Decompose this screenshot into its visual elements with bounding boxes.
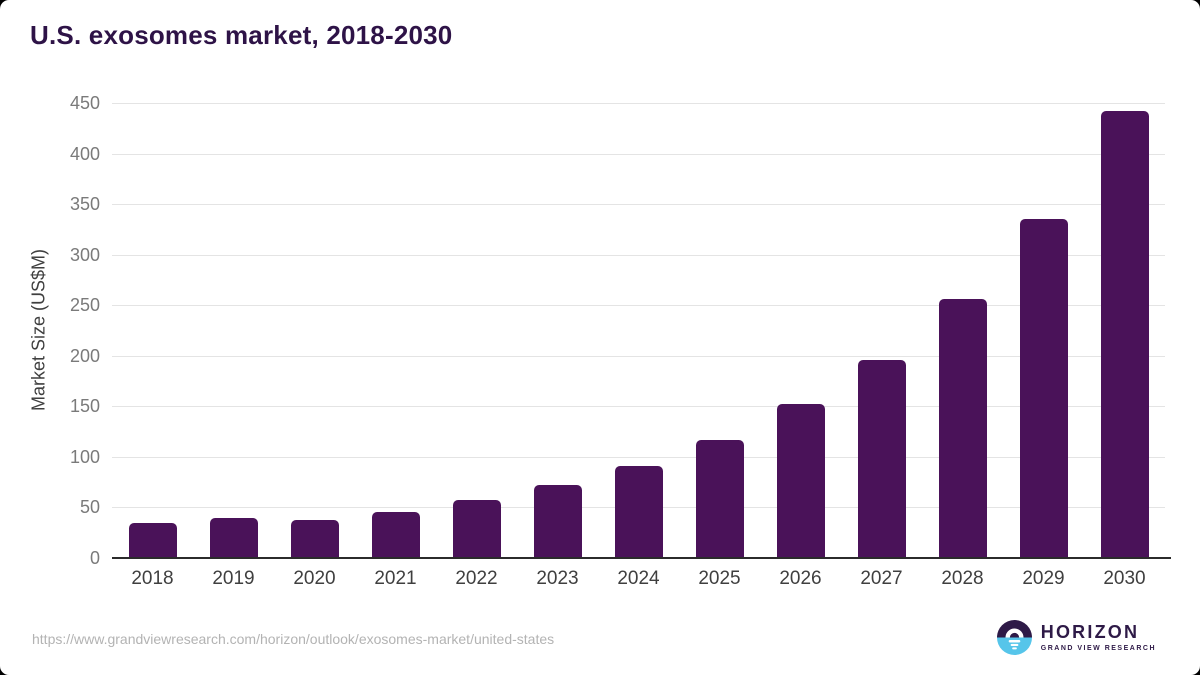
x-tick-label-2022: 2022 (455, 568, 498, 589)
bar-series (112, 103, 1165, 558)
y-tick-label: 200 (69, 345, 100, 366)
gridline (112, 103, 1165, 104)
gridline (112, 355, 1165, 357)
y-axis-ticks: 0 50 100 150 200 250 300 350 400 450 (0, 94, 100, 567)
x-tick-label-2021: 2021 (374, 568, 417, 589)
gridline (112, 456, 1165, 458)
chart-title: U.S. exosomes market, 2018-2030 (30, 20, 453, 50)
plot-area (112, 103, 1171, 559)
bar-slot-2018 (112, 103, 193, 558)
x-tick-label-2019: 2019 (212, 568, 255, 589)
bar-slot-2027 (841, 103, 922, 558)
bar-2022 (452, 500, 501, 558)
x-axis-labels: 2018 2019 2020 2021 2022 2023 2024 2025 2026 2027… (112, 568, 1165, 590)
bar-2029 (1019, 219, 1068, 558)
bar-2026 (776, 404, 825, 558)
y-tick-label: 450 (69, 93, 100, 113)
bar-slot-2029 (1003, 103, 1084, 558)
x-tick-label-2024: 2024 (617, 568, 660, 589)
horizon-sun-over-water-icon (996, 620, 1032, 655)
bar-2027 (857, 359, 906, 558)
bar-slot-2025 (679, 103, 760, 558)
bar-slot-2026 (760, 103, 841, 558)
bar-slot-2019 (193, 103, 274, 558)
source-url: https://www.grandviewresearch.com/horizo… (32, 631, 555, 647)
bar-slot-2030 (1084, 103, 1165, 558)
logo-subtitle: GRAND VIEW RESEARCH (1040, 645, 1156, 652)
y-tick-label: 300 (69, 244, 100, 265)
y-tick-label: 350 (69, 194, 100, 215)
bar-2020 (290, 519, 339, 558)
y-tick-label: 0 (89, 548, 100, 568)
bar-slot-2020 (274, 103, 355, 558)
bar-slot-2024 (598, 103, 679, 558)
x-tick-label-2030: 2030 (1103, 568, 1146, 589)
x-tick-label-2029: 2029 (1022, 568, 1065, 589)
x-tick-label-2027: 2027 (860, 568, 903, 589)
y-tick-label: 150 (69, 396, 100, 417)
x-tick-label-2023: 2023 (536, 568, 579, 589)
y-tick-label: 50 (79, 497, 100, 518)
y-tick-label: 250 (69, 295, 100, 316)
gridline (112, 153, 1165, 155)
bar-slot-2028 (922, 103, 1003, 558)
horizon-logo: HORIZON GRAND VIEW RESEARCH (996, 620, 1156, 655)
gridline (112, 406, 1165, 408)
y-tick-label: 100 (69, 446, 100, 467)
logo-wordmark: HORIZON GRAND VIEW RESEARCH (1041, 623, 1156, 652)
gridline (112, 305, 1165, 307)
bar-slot-2023 (517, 103, 598, 558)
logo-brand: HORIZON (1040, 622, 1140, 642)
bar-slot-2021 (355, 103, 436, 558)
x-tick-label-2026: 2026 (779, 568, 822, 589)
y-tick-label: 400 (69, 143, 100, 164)
bar-2021 (371, 511, 420, 558)
bar-2019 (209, 517, 258, 558)
bar-2025 (695, 439, 744, 558)
bar-2024 (614, 466, 663, 558)
gridline (112, 254, 1165, 256)
bar-slot-2022 (436, 103, 517, 558)
gridline (112, 204, 1165, 206)
bar-2030 (1100, 111, 1149, 558)
x-tick-label-2018: 2018 (131, 568, 174, 589)
x-tick-label-2025: 2025 (698, 568, 741, 589)
x-tick-label-2020: 2020 (293, 568, 336, 589)
bar-2023 (533, 485, 582, 558)
bar-2018 (128, 522, 177, 558)
x-axis-line (112, 557, 1171, 559)
x-tick-label-2028: 2028 (941, 568, 984, 589)
bar-2028 (938, 299, 987, 558)
